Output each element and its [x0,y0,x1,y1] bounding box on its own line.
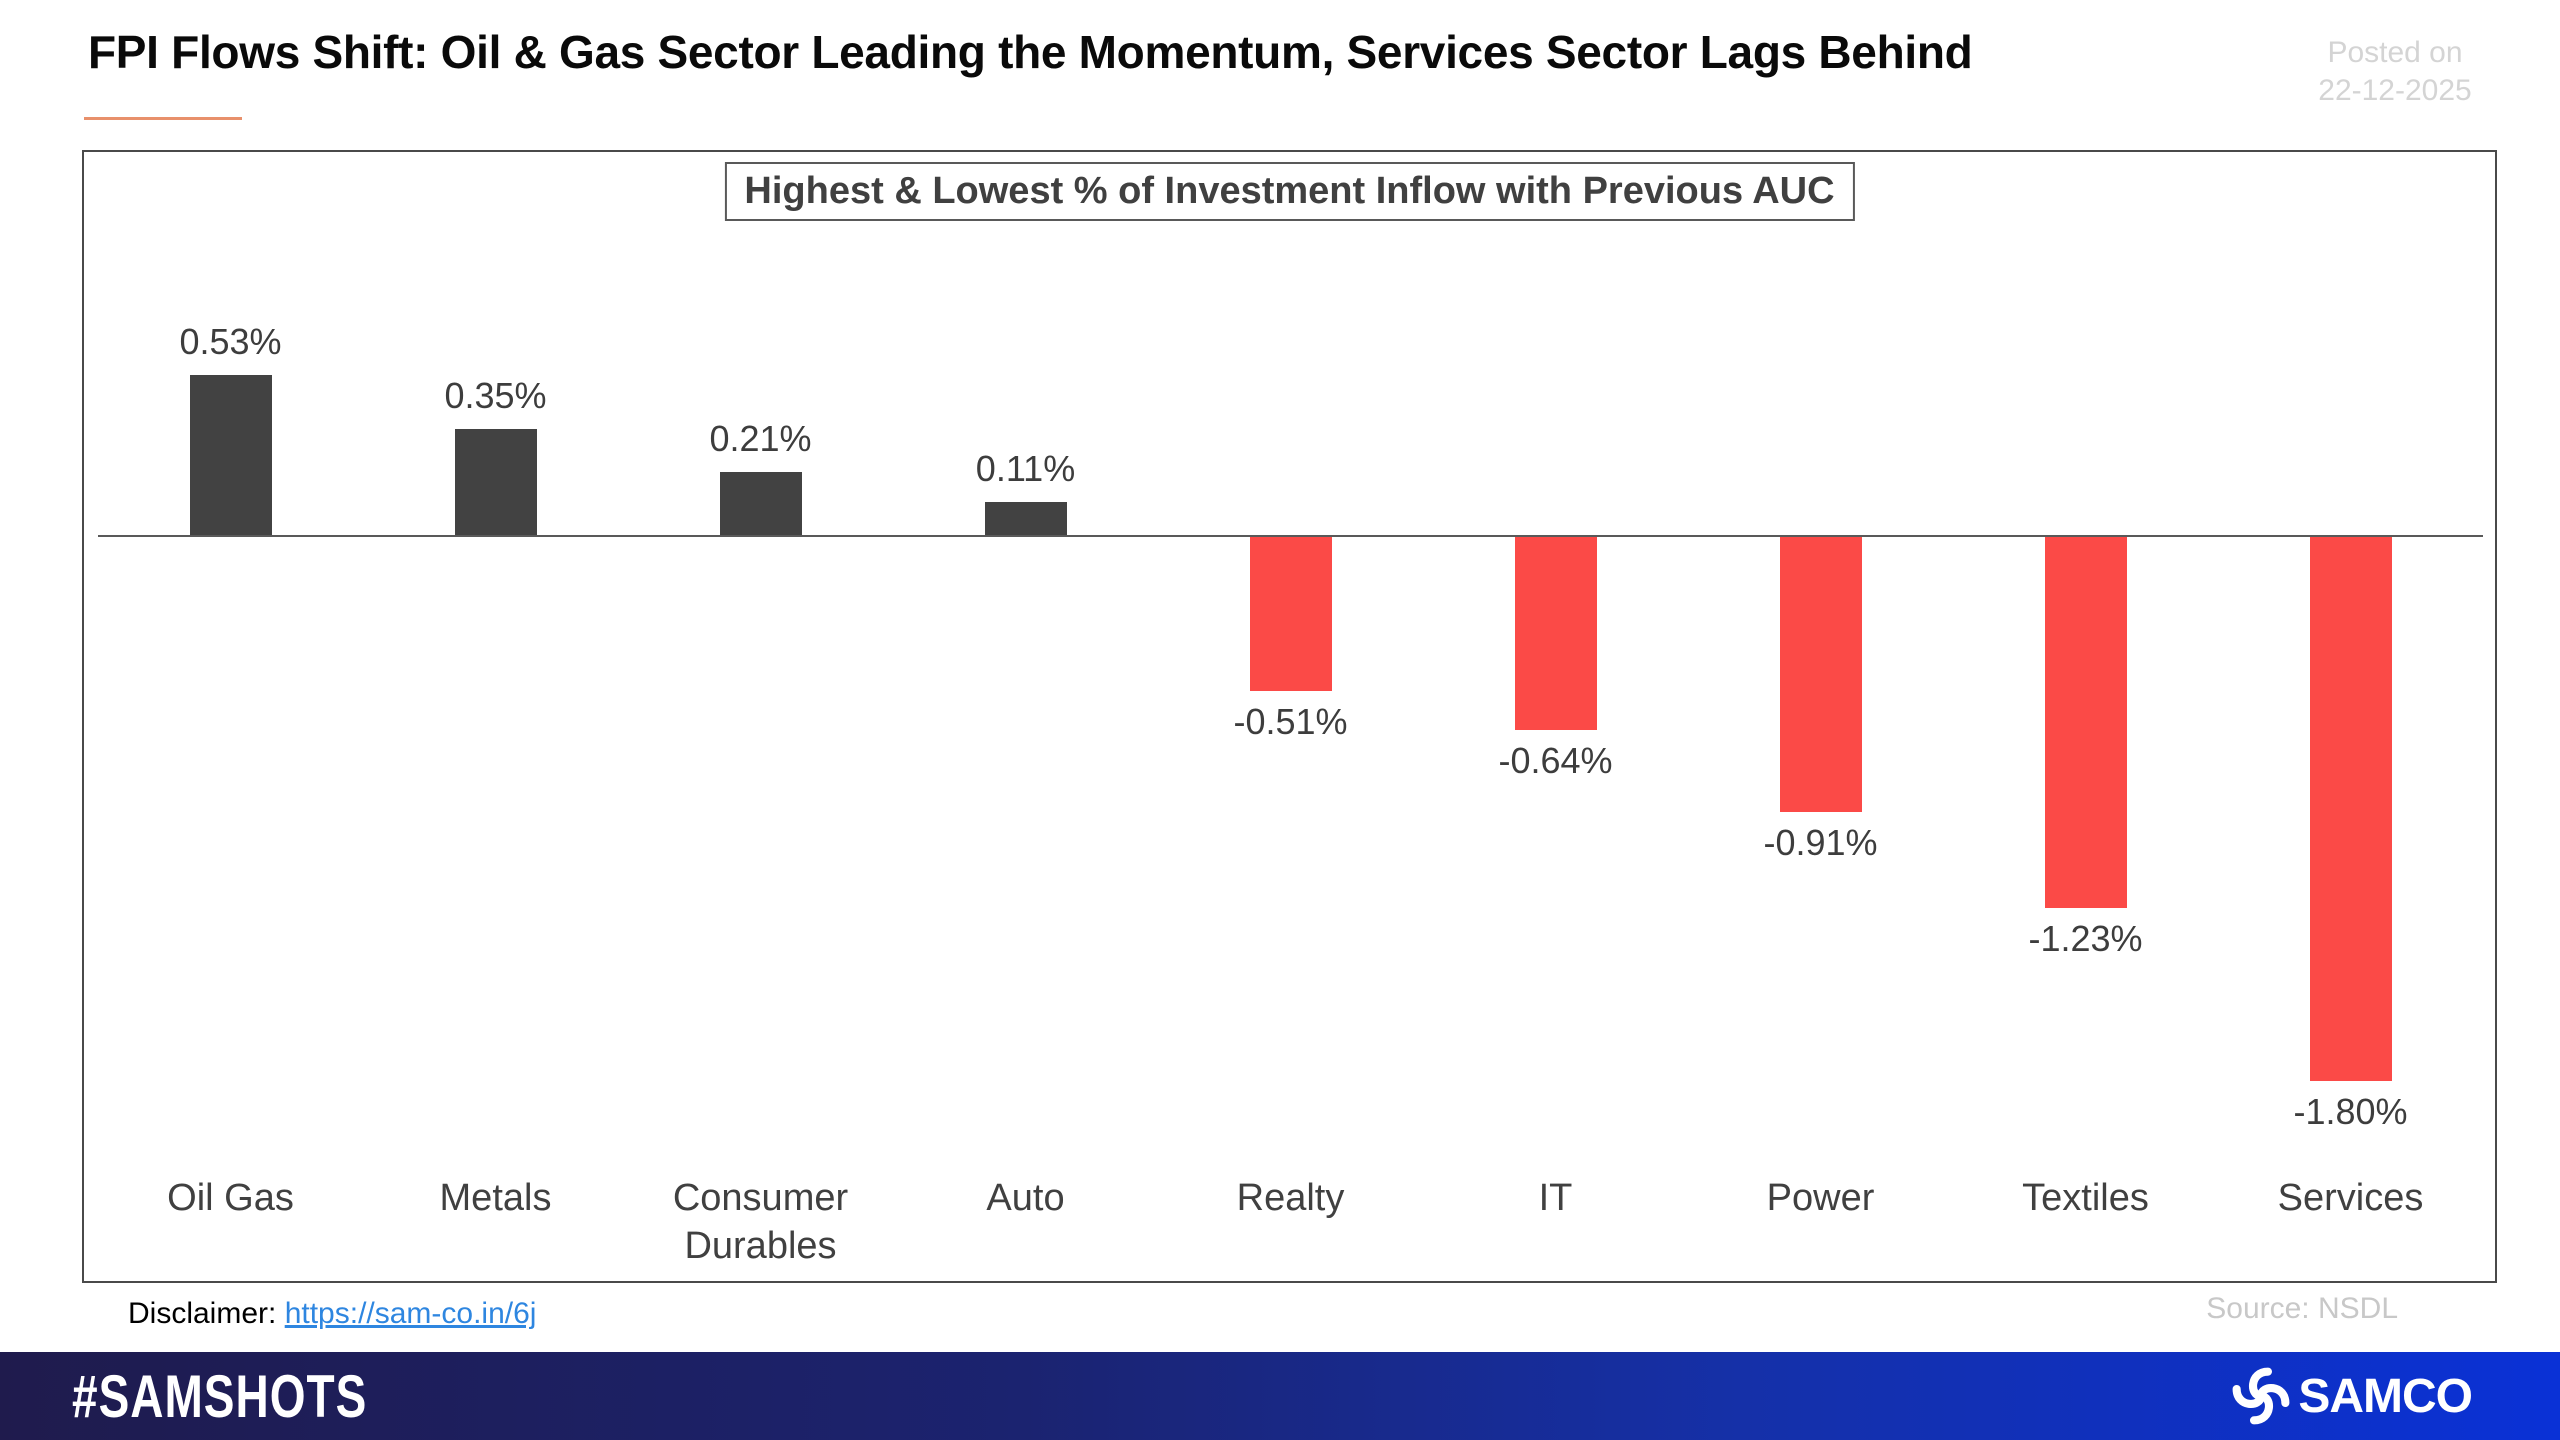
disclaimer: Disclaimer: https://sam-co.in/6j [128,1297,536,1331]
category-label: Consumer Durables [672,1177,849,1267]
bar-column: -0.91% Power [1688,152,1953,1281]
category-label: Power [1766,1177,1875,1219]
bar-positive [454,429,537,535]
hashtag-label: #SAMSHOTS [72,1361,368,1431]
category-label: Oil Gas [167,1177,294,1219]
bar-value-label: -1.23% [2028,918,2143,959]
chart-frame: Highest & Lowest % of Investment Inflow … [82,150,2497,1283]
samco-logo: SAMCO [2232,1367,2473,1425]
bar-negative [2309,537,2392,1081]
bar-column: 0.35% Metals [363,152,628,1281]
bar-value-label: -1.80% [2293,1091,2408,1132]
bar-column: 0.53% Oil Gas [98,152,363,1281]
samco-wordmark: SAMCO [2298,1369,2473,1423]
bar-positive [719,472,802,535]
bar-value-label: -0.64% [1498,740,1613,781]
category-label: Metals [439,1177,552,1219]
page-title: FPI Flows Shift: Oil & Gas Sector Leadin… [88,26,1973,78]
posted-on-label: Posted on [2327,36,2463,69]
bar-column: -0.64% IT [1423,152,1688,1281]
bar-positive [189,375,272,535]
source-label: Source: NSDL [2206,1292,2398,1325]
bar-column: -1.23% Textiles [1953,152,2218,1281]
disclaimer-link[interactable]: https://sam-co.in/6j [284,1297,537,1330]
axis-line [98,535,2483,537]
bar-value-label: -0.51% [1233,701,1348,742]
disclaimer-label: Disclaimer: [128,1297,277,1330]
bar-column: -0.51% Realty [1158,152,1423,1281]
posted-on-date: 22-12-2025 [2318,74,2472,107]
bar-negative [1514,537,1597,730]
category-label: IT [1538,1177,1573,1219]
bar-positive [984,502,1067,535]
category-label: Realty [1236,1177,1345,1219]
bar-value-label: 0.35% [444,375,547,416]
bar-column: 0.11% Auto [893,152,1158,1281]
plot-area: 0.53% Oil Gas 0.35% Metals 0.21% Consumer Dur… [98,152,2483,1281]
chart-title: Highest & Lowest % of Investment Inflow … [724,162,1855,221]
bar-column: 0.21% Consumer Durables [628,152,893,1281]
bar-negative [1249,537,1332,691]
posted-on: Posted on 22-12-2025 [2260,34,2530,110]
category-label: Textiles [2022,1177,2149,1219]
bar-value-label: 0.11% [975,448,1076,489]
bar-value-label: 0.53% [179,321,282,362]
bar-negative [1779,537,1862,812]
bottom-bar: #SAMSHOTS SAMCO [0,1352,2560,1440]
bar-value-label: 0.21% [709,418,812,459]
title-underline [84,117,242,120]
bar-negative [2044,537,2127,908]
bar-value-label: -0.91% [1763,822,1878,863]
bar-column: -1.80% Services [2218,152,2483,1281]
bar-columns: 0.53% Oil Gas 0.35% Metals 0.21% Consumer Dur… [98,152,2483,1281]
category-label: Services [2277,1177,2424,1219]
category-label: Auto [986,1177,1065,1219]
samco-swirl-icon [2232,1367,2290,1425]
